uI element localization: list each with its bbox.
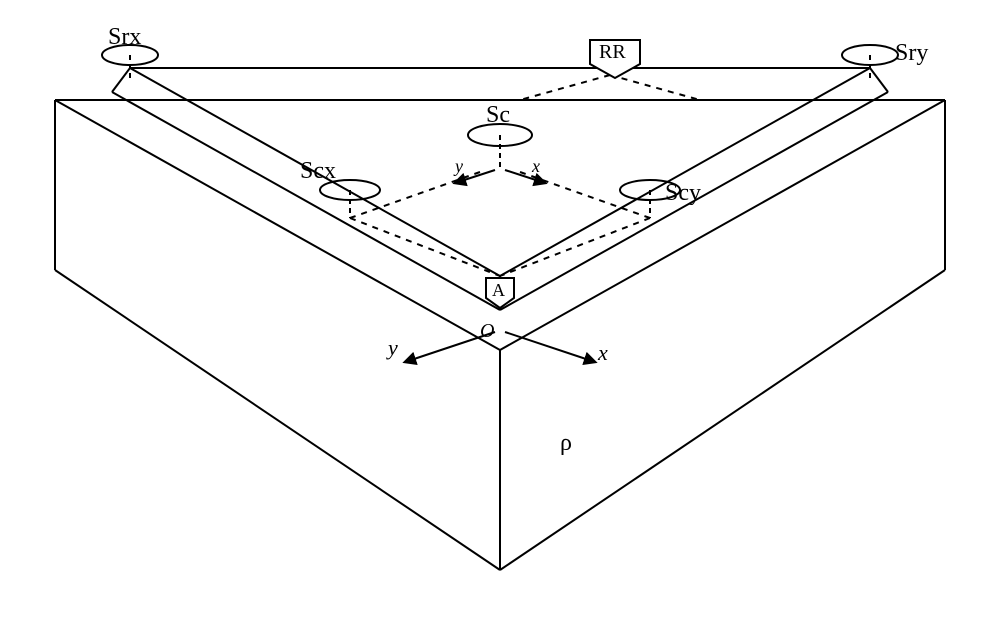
label-sc-x: x bbox=[531, 156, 540, 176]
dash-rr-right bbox=[610, 75, 700, 100]
outer-right-top-edge bbox=[500, 100, 945, 350]
label-origin-x: x bbox=[597, 340, 608, 365]
label-rr: RR bbox=[599, 41, 626, 63]
step-left-back-vertical bbox=[112, 68, 130, 92]
dash-sc-to-scy bbox=[520, 172, 650, 218]
label-scx: Scx bbox=[300, 158, 336, 184]
dash-sc-to-scx bbox=[350, 172, 480, 218]
dash-rr-left bbox=[520, 75, 610, 100]
label-sc-y: y bbox=[453, 156, 463, 176]
outer-bottom-left bbox=[55, 270, 500, 570]
label-a: A bbox=[492, 280, 505, 300]
label-sc: Sc bbox=[486, 102, 510, 128]
label-o: O bbox=[480, 320, 494, 342]
diagram-svg: Srx Sry RR Sc Scx Scy y x A O y x ρ bbox=[0, 0, 1000, 628]
label-scy: Scy bbox=[665, 180, 701, 206]
label-rho: ρ bbox=[560, 430, 572, 456]
origin-axis-x bbox=[505, 332, 595, 362]
outer-bottom-right bbox=[500, 270, 945, 570]
label-sry: Sry bbox=[895, 40, 928, 66]
step-right-back-vertical bbox=[870, 68, 888, 92]
outer-left-top-edge bbox=[55, 100, 500, 350]
label-srx: Srx bbox=[108, 24, 141, 50]
step-left-ledge-front bbox=[112, 92, 500, 310]
label-origin-y: y bbox=[386, 335, 398, 360]
